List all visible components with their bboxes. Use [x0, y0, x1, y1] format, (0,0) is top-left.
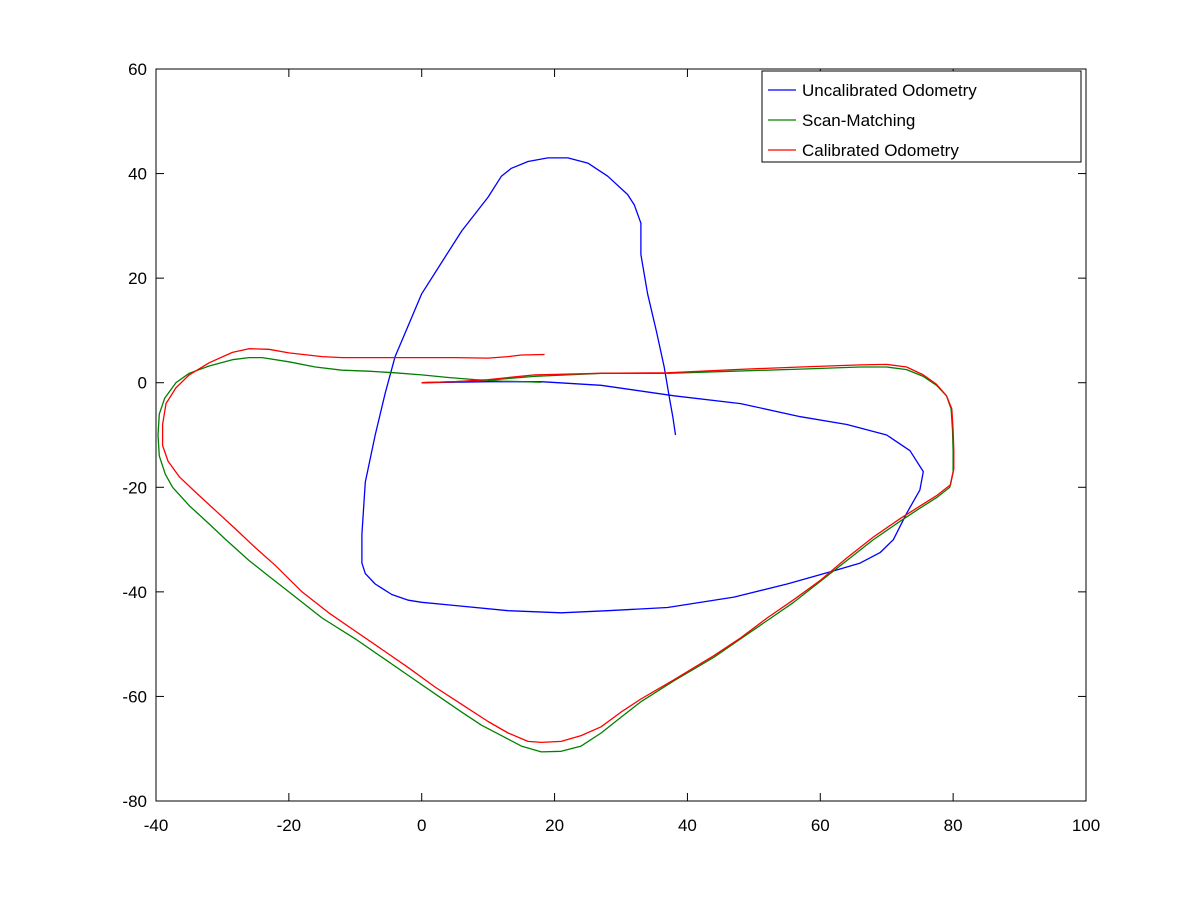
x-tick-label: 60 — [811, 816, 830, 835]
x-tick-label: 100 — [1072, 816, 1100, 835]
series-line-uncalibrated-odometry — [361, 157, 924, 614]
x-tick-label: 80 — [944, 816, 963, 835]
x-tick-label: -40 — [144, 816, 169, 835]
y-tick-label: -40 — [122, 583, 147, 602]
y-tick-label: 40 — [128, 165, 147, 184]
series-line-calibrated-odometry — [161, 348, 955, 744]
y-tick-label: 0 — [138, 374, 147, 393]
x-tick-label: 40 — [678, 816, 697, 835]
legend: Uncalibrated Odometry Scan-Matching Cali… — [761, 70, 1082, 163]
legend-label-calibrated: Calibrated Odometry — [802, 141, 959, 160]
plot-frame — [155, 68, 1087, 802]
series-line-scan-matching — [157, 356, 954, 753]
x-tick-label: 0 — [417, 816, 426, 835]
legend-label-uncalibrated: Uncalibrated Odometry — [802, 81, 977, 100]
y-tick-label: -60 — [122, 687, 147, 706]
y-tick-label: 60 — [128, 60, 147, 79]
y-tick-label: -20 — [122, 478, 147, 497]
x-tick-label: 20 — [545, 816, 564, 835]
y-tick-label: -80 — [122, 792, 147, 811]
x-tick-label: -20 — [277, 816, 302, 835]
series-layer — [157, 157, 955, 753]
legend-label-scan-matching: Scan-Matching — [802, 111, 915, 130]
plot-area — [156, 69, 1086, 801]
legend-box — [761, 70, 1082, 163]
y-tick-label: 20 — [128, 269, 147, 288]
